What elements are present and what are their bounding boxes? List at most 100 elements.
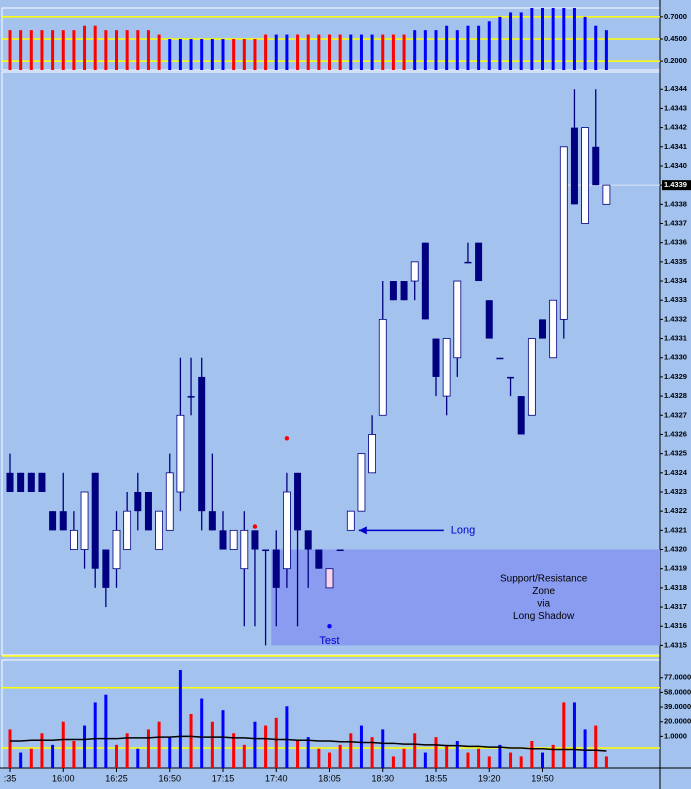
candle-body bbox=[49, 511, 57, 531]
bar bbox=[61, 721, 65, 768]
long-arrow-head bbox=[358, 526, 367, 535]
bar bbox=[338, 744, 342, 768]
candle-body bbox=[91, 472, 99, 569]
bar bbox=[423, 752, 427, 768]
candle-body bbox=[134, 491, 142, 512]
bar bbox=[210, 39, 214, 70]
candle-body bbox=[27, 472, 35, 492]
candle-body bbox=[240, 529, 249, 570]
y-tick-label: 1.4327 bbox=[664, 410, 687, 419]
candle-body bbox=[346, 510, 355, 531]
bar bbox=[306, 34, 310, 70]
candle-body bbox=[198, 376, 206, 512]
candle-body bbox=[112, 529, 121, 570]
bar bbox=[359, 725, 363, 768]
bar bbox=[296, 741, 300, 768]
bar bbox=[200, 39, 204, 70]
bar bbox=[402, 748, 406, 768]
bar bbox=[541, 752, 544, 768]
y-tick-label: 1.4343 bbox=[664, 103, 687, 112]
bar bbox=[445, 744, 449, 768]
bar bbox=[274, 34, 278, 70]
y-tick-label: 1.4323 bbox=[664, 487, 687, 496]
bar bbox=[178, 670, 182, 768]
candle-body bbox=[453, 280, 462, 359]
candle-body bbox=[581, 127, 589, 224]
bar bbox=[359, 34, 363, 70]
bar bbox=[349, 34, 353, 70]
candle-body bbox=[539, 319, 546, 339]
bar bbox=[466, 752, 470, 768]
candle-body bbox=[165, 472, 174, 531]
y-tick-label: 1.4344 bbox=[664, 84, 688, 93]
x-tick-label: 17:40 bbox=[265, 773, 288, 783]
bar bbox=[445, 25, 449, 70]
y-tick-label: 1.4324 bbox=[664, 468, 688, 477]
candle-body bbox=[102, 549, 110, 588]
candle-body bbox=[442, 338, 451, 397]
bar bbox=[29, 30, 33, 70]
bar bbox=[157, 721, 161, 768]
bar bbox=[477, 748, 481, 768]
bar bbox=[232, 39, 236, 70]
candle-body bbox=[389, 281, 397, 301]
y-tick-label: 1.4335 bbox=[664, 257, 687, 266]
candle-body bbox=[6, 472, 14, 492]
bar bbox=[487, 21, 491, 71]
bar bbox=[487, 756, 491, 768]
bar bbox=[562, 702, 566, 768]
y-tick-label: 1.4339 bbox=[664, 180, 687, 189]
candle-body bbox=[208, 511, 216, 531]
y-tick-label: 1.4341 bbox=[664, 142, 687, 151]
bar bbox=[125, 733, 129, 768]
bar bbox=[381, 729, 385, 768]
bar bbox=[583, 729, 587, 768]
bar bbox=[221, 710, 225, 768]
bar bbox=[466, 25, 470, 70]
candle-body bbox=[325, 568, 334, 589]
bar bbox=[572, 702, 576, 768]
y-tick-label: 1.4331 bbox=[664, 334, 687, 343]
bar bbox=[519, 12, 523, 70]
bar bbox=[104, 694, 108, 768]
bar bbox=[530, 8, 534, 70]
bar bbox=[83, 25, 87, 70]
bar bbox=[189, 714, 193, 768]
bar bbox=[189, 39, 193, 70]
bar bbox=[242, 744, 246, 768]
bar bbox=[349, 733, 353, 768]
candle-body bbox=[410, 261, 419, 282]
bar bbox=[136, 748, 140, 768]
zone-label: Support/Resistance bbox=[500, 573, 588, 584]
bar bbox=[8, 30, 12, 70]
x-tick-label: 18:55 bbox=[425, 773, 448, 783]
y-tick-label: 1.4329 bbox=[664, 372, 687, 381]
candle-body bbox=[144, 491, 152, 531]
bar bbox=[136, 30, 140, 70]
y-tick-label: 1.4319 bbox=[664, 564, 687, 573]
candle-body bbox=[70, 529, 78, 550]
candle-body bbox=[592, 146, 600, 186]
bar bbox=[264, 725, 268, 768]
y-tick-label: 20.0000 bbox=[664, 717, 691, 726]
bar bbox=[530, 741, 534, 768]
signal-dot bbox=[252, 524, 258, 529]
y-tick-label: 1.4330 bbox=[664, 353, 687, 362]
candle-body bbox=[336, 549, 344, 552]
bar bbox=[51, 30, 55, 70]
bar bbox=[328, 752, 331, 768]
candle-body bbox=[496, 357, 504, 360]
y-tick-label: 39.0000 bbox=[664, 702, 691, 711]
y-tick-label: 77.0000 bbox=[664, 673, 691, 682]
bar bbox=[455, 741, 459, 768]
candle-body bbox=[187, 396, 195, 398]
bar bbox=[583, 16, 587, 70]
bar bbox=[93, 702, 97, 768]
x-tick-label: 16:25 bbox=[105, 773, 128, 783]
zone-label: via bbox=[537, 598, 550, 609]
bar bbox=[115, 744, 118, 768]
bar bbox=[391, 756, 395, 768]
candle-body bbox=[176, 414, 185, 493]
x-tick-label: :35 bbox=[4, 773, 17, 783]
